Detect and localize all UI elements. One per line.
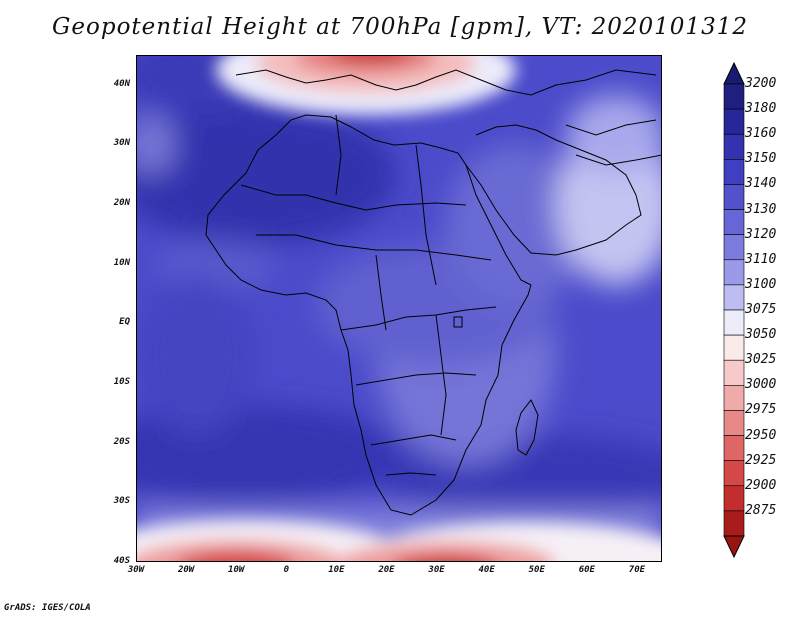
- colorbar-swatch: [723, 209, 745, 235]
- lat-tick-label: EQ: [119, 317, 130, 328]
- lon-tick-label: 30E: [428, 565, 445, 575]
- colorbar-swatch: [723, 485, 745, 512]
- lat-tick-label: 40S: [113, 556, 130, 566]
- colorbar-level-label: 3025: [745, 352, 777, 368]
- lat-tick-label: 30N: [113, 138, 130, 149]
- lon-tick-label: 20E: [378, 565, 395, 575]
- colorbar-swatch: [723, 334, 745, 361]
- lon-tick-label: 60E: [578, 565, 595, 575]
- coastlines: [205, 69, 662, 516]
- lon-tick-label: 70E: [628, 565, 646, 575]
- lon-tick-label: 40E: [478, 565, 495, 575]
- colorbar-swatch: [723, 234, 745, 261]
- colorbar-level-label: 3200: [745, 76, 777, 91]
- colorbar-swatch: [723, 510, 745, 537]
- colorbar-level-label: 2975: [745, 402, 777, 418]
- colorbar-top-arrow: [723, 62, 745, 85]
- colorbar-swatch: [723, 133, 745, 160]
- colorbar-level-label: 3160: [745, 126, 777, 142]
- colorbar-level-label: 3180: [745, 101, 777, 117]
- colorbar-swatch: [723, 108, 745, 135]
- trough-shading: [136, 55, 662, 562]
- colorbar-level-label: 3130: [745, 201, 777, 217]
- lon-tick-label: 10E: [328, 565, 345, 575]
- lon-tick-label: 30W: [127, 565, 145, 575]
- colorbar-level-label: 3100: [745, 276, 777, 292]
- colorbar-swatch: [723, 184, 745, 210]
- colorbar-swatch: [723, 410, 745, 436]
- lon-tick-label: 0: [283, 565, 289, 575]
- map-border: [136, 55, 662, 562]
- colorbar-swatch: [723, 83, 745, 110]
- colorbar-level-label: 3120: [745, 226, 777, 242]
- colorbar-swatch: [723, 385, 745, 411]
- colorbar-level-label: 3140: [745, 176, 777, 192]
- colorbar-level-label: 3050: [745, 327, 777, 343]
- colorbar: [723, 62, 745, 558]
- height-field-map: [136, 55, 662, 562]
- colorbar-level-label: 3000: [745, 377, 777, 393]
- colorbar-level-label: 2900: [745, 477, 777, 493]
- colorbar-swatch: [723, 159, 745, 185]
- colorbar-swatch: [723, 284, 745, 311]
- footer-credit: GrADS: IGES/COLA: [4, 603, 91, 613]
- colorbar-swatch: [723, 309, 745, 336]
- lat-tick-label: 40N: [113, 78, 130, 89]
- lat-tick-label: 10N: [113, 257, 130, 268]
- lat-tick-label: 30S: [113, 496, 130, 507]
- lat-tick-label: 10S: [113, 377, 130, 388]
- colorbar-swatch: [723, 435, 745, 461]
- colorbar-level-label: 2950: [745, 427, 777, 443]
- colorbar-level-label: 3110: [745, 251, 777, 267]
- colorbar-level-label: 2875: [745, 502, 777, 518]
- colorbar-level-label: 3150: [745, 151, 777, 167]
- lon-tick-label: 50E: [528, 565, 545, 575]
- colorbar-swatch: [723, 460, 745, 487]
- colorbar-swatch: [723, 259, 745, 286]
- colorbar-bottom-arrow: [723, 535, 745, 558]
- colorbar-level-label: 3075: [745, 302, 777, 317]
- lon-tick-label: 10W: [228, 565, 245, 575]
- colorbar-swatch: [723, 359, 745, 386]
- colorbar-level-label: 2925: [745, 452, 777, 468]
- map-panel: [136, 55, 662, 562]
- map-title: Geopotential Height at 700hPa [gpm], VT:…: [52, 14, 748, 40]
- lat-tick-label: 20S: [113, 436, 130, 447]
- lon-tick-label: 20W: [177, 565, 195, 575]
- lat-tick-label: 20N: [113, 198, 130, 209]
